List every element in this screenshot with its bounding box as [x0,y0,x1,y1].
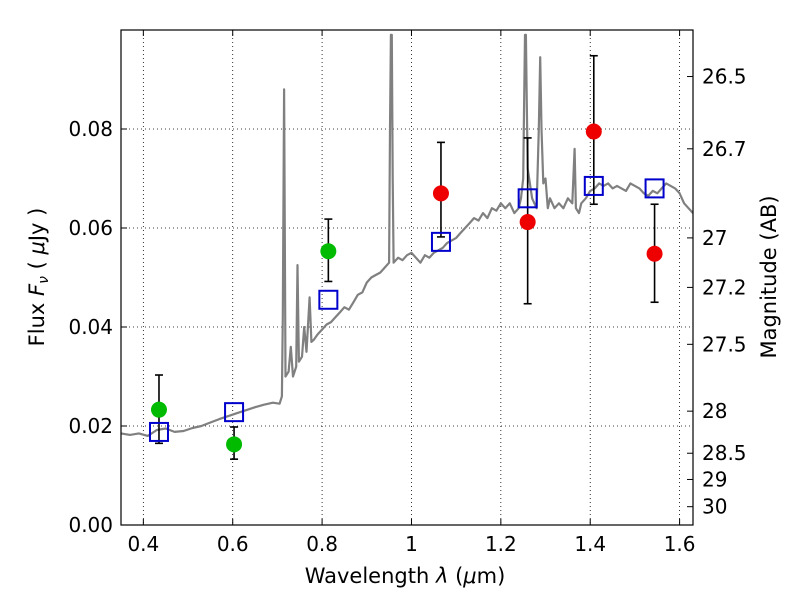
right-tick-label: 28.5 [702,441,747,465]
right-tick-label: 26.5 [702,65,747,89]
model-square [430,231,451,252]
data-points [150,123,663,453]
right-tick-label: 27 [702,226,727,250]
red-point [519,214,536,231]
right-tick-label: 28 [702,399,727,423]
ticks: 0.4 0.6 0.8 1 1.2 1.4 1.6 0.00 0.02 0.04 0.06 0.08 2… [68,30,747,556]
model-square [517,188,538,209]
x-tick-label: 1.6 [664,532,696,556]
y-tick-label: 0.00 [68,513,113,537]
x-tick-label: 0.8 [306,532,338,556]
x-axis-label: Wavelength λ (μm) [305,564,506,588]
x-tick-label: 1 [405,532,418,556]
green-point [150,401,167,418]
red-point [646,245,663,262]
x-tick-label: 0.6 [217,532,249,556]
model-square [318,289,339,310]
model-squares [148,175,665,442]
x-tick-label: 1.2 [485,532,517,556]
y-tick-label: 0.02 [68,414,113,438]
model-square [224,402,245,423]
model-square [148,421,169,442]
grid [121,30,693,525]
plot-frame [120,29,694,526]
y-tick-label: 0.04 [68,315,113,339]
x-tick-label: 0.4 [127,532,159,556]
model-square [583,175,604,196]
error-bars [154,54,659,460]
green-point [226,436,243,453]
y-tick-label: 0.08 [68,117,113,141]
y-tick-label: 0.06 [68,216,113,240]
right-tick-label: 29 [702,467,727,491]
right-axis-label: Magnitude (AB) [757,195,781,358]
red-point [432,185,449,202]
model-square [644,178,665,199]
red-point [585,123,602,140]
right-tick-label: 30 [702,495,727,519]
spectrum-line [121,33,693,437]
x-tick-label: 1.4 [574,532,606,556]
green-point [320,243,337,260]
y-axis-label: Flux Fν ( μJy ) [25,208,52,347]
right-tick-label: 27.2 [702,275,747,299]
right-tick-label: 26.7 [702,137,747,161]
spectrum-series [121,33,693,437]
right-tick-label: 27.5 [702,332,747,356]
